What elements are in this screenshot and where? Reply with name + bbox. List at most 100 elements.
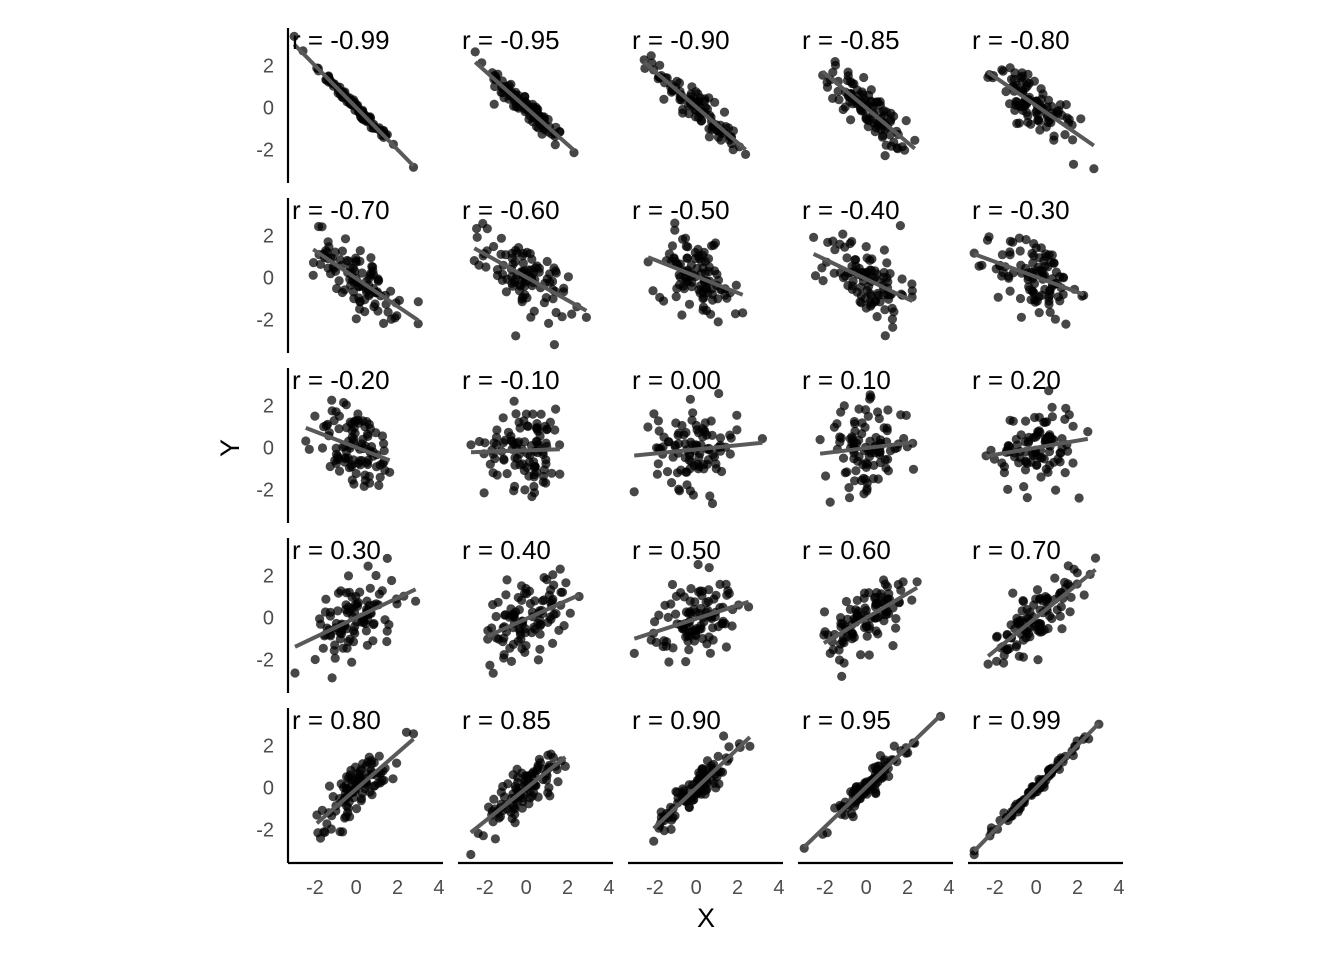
data-point (339, 397, 349, 408)
data-point (1019, 482, 1029, 492)
data-point (866, 96, 876, 106)
data-point (335, 634, 345, 644)
data-point (678, 104, 688, 115)
data-point (382, 553, 392, 564)
data-point (1005, 236, 1016, 246)
data-point (664, 657, 674, 667)
data-point (342, 772, 352, 782)
data-point (557, 312, 567, 322)
data-point (371, 570, 381, 581)
data-point (1033, 655, 1043, 665)
data-point (713, 294, 723, 304)
data-point (565, 608, 575, 618)
data-point (847, 236, 857, 247)
data-point (872, 312, 882, 322)
x-tick-label: 4 (603, 877, 614, 899)
data-point (704, 132, 715, 142)
data-point (856, 291, 866, 301)
data-point (1055, 611, 1065, 622)
regression-line (973, 252, 1085, 297)
data-point (557, 587, 568, 597)
data-point (374, 480, 384, 490)
data-point (887, 314, 898, 324)
regression-line (473, 60, 576, 152)
data-point (671, 609, 681, 619)
regression-line (812, 252, 914, 303)
data-point (511, 331, 521, 341)
panel-label: r = -0.20 (292, 365, 390, 395)
data-point (488, 600, 498, 610)
data-point (379, 318, 389, 328)
data-point (498, 781, 508, 792)
y-tick-label: 0 (263, 98, 274, 120)
data-point (1028, 258, 1038, 268)
data-point (352, 804, 362, 814)
data-point (646, 51, 656, 61)
data-point (678, 234, 688, 244)
data-point (674, 486, 685, 496)
data-point (355, 304, 365, 314)
x-tick-label: 0 (521, 877, 532, 899)
regression-line (470, 447, 560, 455)
data-point (1061, 319, 1071, 329)
data-point (494, 634, 504, 644)
data-point (833, 86, 843, 96)
data-point (717, 767, 728, 777)
data-point (1029, 239, 1039, 249)
data-point (545, 791, 555, 801)
regression-line (821, 69, 917, 151)
data-point (353, 409, 363, 419)
data-point (821, 471, 831, 481)
data-point (339, 783, 349, 793)
data-point (1058, 272, 1068, 282)
data-point (882, 423, 892, 433)
data-point (1001, 86, 1011, 97)
data-point (350, 621, 360, 632)
data-point (331, 266, 341, 276)
panel-label: r = -0.60 (462, 195, 560, 225)
data-point (544, 318, 554, 328)
data-point (1029, 76, 1039, 86)
data-point (517, 581, 527, 591)
data-point (844, 493, 855, 503)
data-point (992, 631, 1002, 641)
data-point (495, 811, 505, 822)
data-point (555, 564, 565, 574)
panel-5: r = -0.80 (972, 25, 1099, 174)
data-point (520, 647, 530, 658)
data-point (515, 423, 525, 433)
data-point (511, 409, 521, 419)
data-point (908, 464, 919, 474)
data-point (698, 302, 709, 312)
data-point (546, 585, 556, 595)
data-point (363, 459, 373, 470)
data-point (1009, 74, 1019, 84)
data-point (510, 257, 520, 267)
data-point (1031, 594, 1041, 604)
regression-line (642, 60, 747, 152)
data-point (862, 631, 872, 641)
panel-label: r = 0.85 (462, 705, 551, 735)
data-point (854, 404, 864, 414)
data-point (682, 276, 692, 286)
data-point (354, 282, 364, 292)
data-point (344, 587, 354, 597)
data-point (317, 443, 328, 453)
data-point (860, 603, 870, 613)
data-point (379, 446, 389, 456)
data-point (672, 468, 683, 478)
panel-label: r = -0.80 (972, 25, 1070, 55)
x-tick-label: -2 (306, 877, 324, 899)
regression-line (312, 247, 420, 323)
data-point (694, 587, 704, 597)
data-point (702, 430, 712, 440)
x-tick-label: 4 (773, 877, 784, 899)
data-point (489, 794, 499, 804)
data-point (363, 561, 373, 571)
data-point (480, 438, 490, 448)
panel-6: r = -0.70 (292, 195, 423, 329)
data-point (1015, 293, 1026, 304)
data-point (1038, 596, 1048, 606)
data-point (852, 595, 862, 606)
